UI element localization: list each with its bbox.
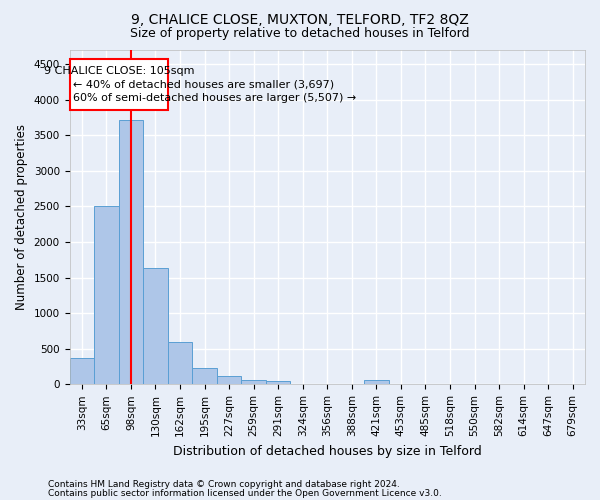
Bar — [70, 358, 94, 384]
Text: Contains HM Land Registry data © Crown copyright and database right 2024.: Contains HM Land Registry data © Crown c… — [48, 480, 400, 489]
Bar — [143, 268, 168, 384]
Bar — [364, 380, 389, 384]
Bar — [192, 368, 217, 384]
FancyBboxPatch shape — [70, 58, 168, 110]
Bar — [168, 342, 192, 384]
X-axis label: Distribution of detached houses by size in Telford: Distribution of detached houses by size … — [173, 444, 482, 458]
Text: 9, CHALICE CLOSE, MUXTON, TELFORD, TF2 8QZ: 9, CHALICE CLOSE, MUXTON, TELFORD, TF2 8… — [131, 12, 469, 26]
Bar — [94, 206, 119, 384]
Text: 60% of semi-detached houses are larger (5,507) →: 60% of semi-detached houses are larger (… — [73, 94, 356, 104]
Bar — [266, 381, 290, 384]
Bar — [119, 120, 143, 384]
Bar — [241, 380, 266, 384]
Text: 9 CHALICE CLOSE: 105sqm: 9 CHALICE CLOSE: 105sqm — [44, 66, 194, 76]
Text: ← 40% of detached houses are smaller (3,697): ← 40% of detached houses are smaller (3,… — [73, 79, 334, 89]
Text: Size of property relative to detached houses in Telford: Size of property relative to detached ho… — [130, 28, 470, 40]
Text: Contains public sector information licensed under the Open Government Licence v3: Contains public sector information licen… — [48, 489, 442, 498]
Y-axis label: Number of detached properties: Number of detached properties — [15, 124, 28, 310]
Bar — [217, 376, 241, 384]
